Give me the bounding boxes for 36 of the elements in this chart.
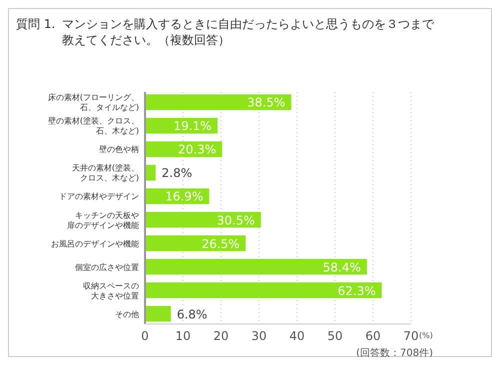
x-tick-label: 20 [213, 329, 229, 343]
x-tick-label: 0 [141, 329, 149, 343]
chart-subtitle: マンションを購入するときに自由だったらよいと思うものを３つまで教えてください。（複数回答） [62, 17, 435, 47]
x-tick-label: 60 [365, 329, 381, 343]
data-label: 58.4% [322, 260, 361, 274]
data-label: 2.8% [162, 166, 192, 180]
data-label: 19.1% [173, 119, 212, 134]
x-tick-label: 50 [327, 329, 343, 343]
bar [145, 94, 292, 110]
data-label: 6.8% [176, 307, 208, 322]
y-tick-label: お風呂のデザインや機能 [51, 239, 139, 248]
x-tick-label: 70 [403, 329, 419, 343]
x-axis-title: (%) [419, 331, 433, 340]
y-tick-label: 収納スペースの大きさや位置 [83, 281, 139, 300]
x-tick-label: 10 [175, 329, 191, 343]
y-tick-label: 天井の素材(塗装、クロス、木など) [72, 164, 139, 183]
y-tick-label: 個室の広さや位置 [75, 262, 139, 272]
data-label: 30.5% [216, 213, 255, 228]
x-tick-label: 40 [289, 329, 305, 343]
bar [145, 258, 367, 275]
y-tick-label: その他 [115, 310, 139, 319]
y-tick-label: 床の素材(フローリング、石、タイルなど) [48, 93, 139, 112]
y-tick-label: キッチンの天板や扉のデザインや機能 [67, 210, 139, 230]
y-tick-label: 壁の素材(塗装、クロス、石、木など) [48, 116, 139, 136]
y-tick-label: 壁の色や柄 [99, 145, 139, 154]
y-tick-label: ドアの素材やデザイン [59, 192, 139, 202]
x-tick-label: 30 [251, 329, 267, 343]
data-label: 62.3% [338, 284, 376, 298]
bar [145, 306, 171, 322]
data-label: 16.9% [165, 190, 204, 204]
bar [145, 282, 382, 298]
text: 質問 1. [16, 17, 56, 31]
data-label: 38.5% [247, 96, 286, 110]
data-label: 20.3% [178, 142, 216, 157]
data-label: 26.5% [202, 236, 240, 251]
bar [145, 212, 261, 228]
